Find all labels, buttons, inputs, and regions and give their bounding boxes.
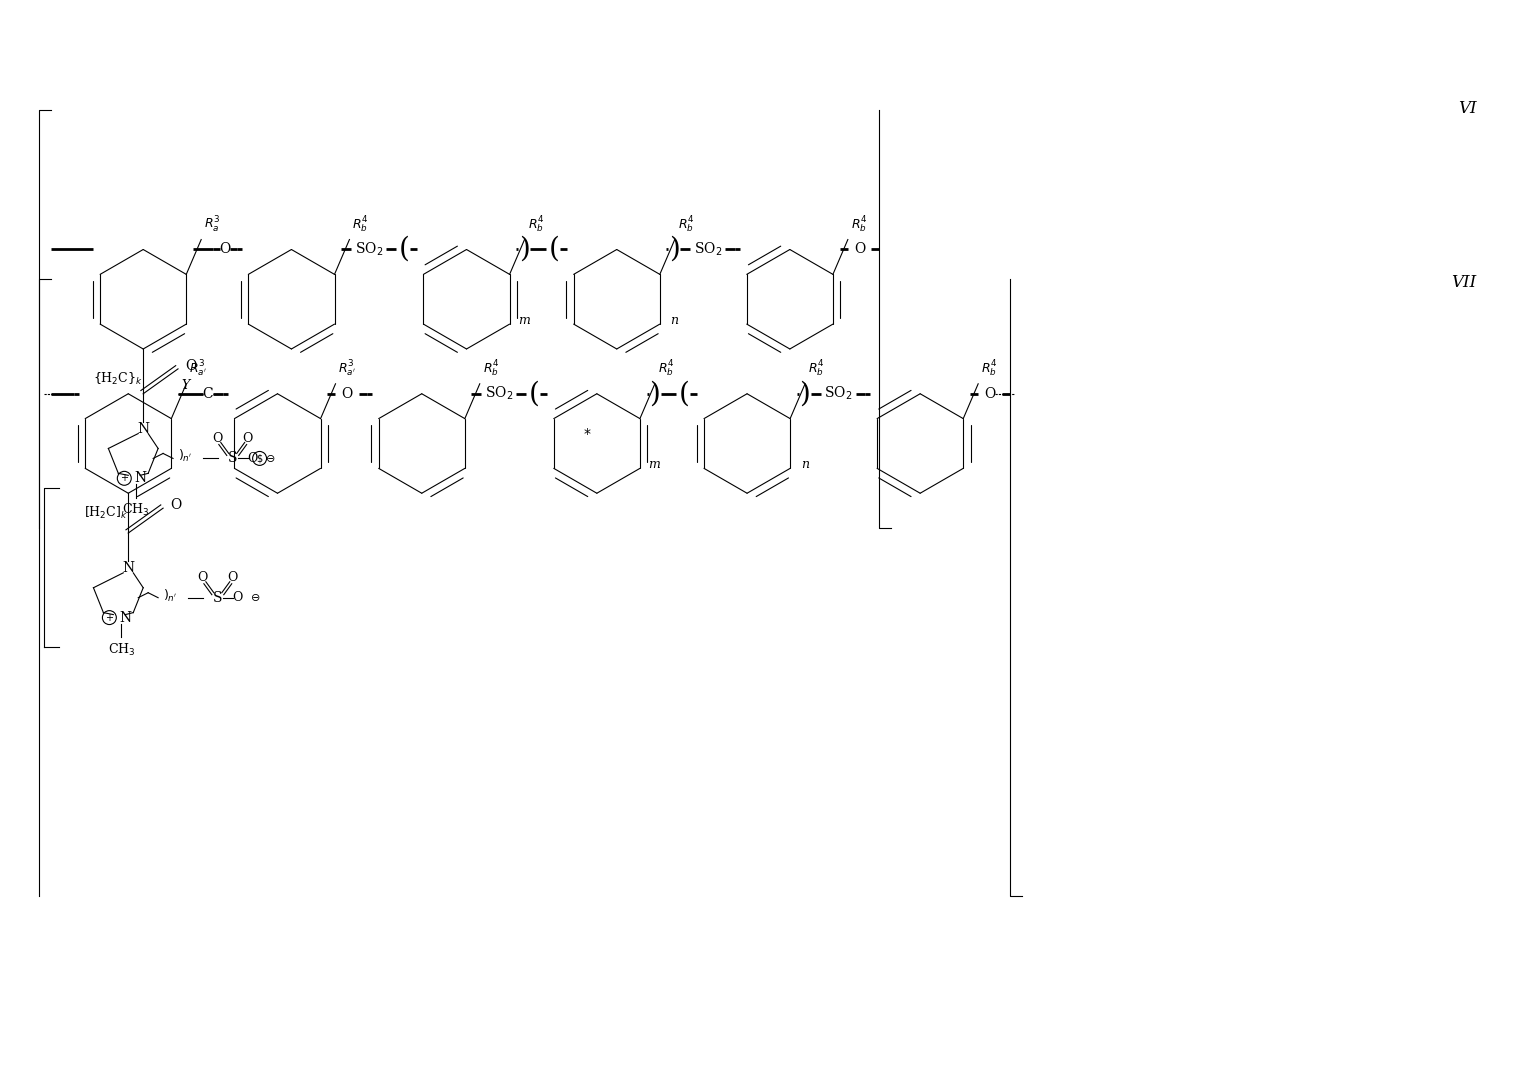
Text: (: (	[679, 381, 690, 407]
Text: O: O	[185, 359, 196, 373]
Text: m: m	[649, 458, 661, 471]
Text: O: O	[243, 432, 252, 445]
Text: $: $	[257, 454, 263, 464]
Text: VII: VII	[1452, 275, 1476, 291]
Text: SO$_2$: SO$_2$	[485, 385, 514, 402]
Text: CH$_3$: CH$_3$	[123, 502, 150, 519]
Text: $R^4_b$: $R^4_b$	[353, 215, 369, 235]
Text: $R^4_b$: $R^4_b$	[980, 359, 997, 378]
Text: N: N	[122, 561, 134, 575]
Text: ): )	[649, 381, 660, 407]
Text: n: n	[801, 458, 809, 471]
Text: ): )	[800, 381, 810, 407]
Text: $R^4_b$: $R^4_b$	[678, 215, 695, 235]
Text: C: C	[202, 387, 213, 401]
Text: O: O	[228, 571, 239, 584]
Text: S: S	[213, 591, 222, 605]
Text: $R^3_{a'}$: $R^3_{a'}$	[190, 358, 207, 378]
Text: $R^4_b$: $R^4_b$	[527, 215, 544, 235]
Text: (: (	[398, 236, 409, 263]
Text: +: +	[105, 612, 114, 623]
Text: $\ominus$: $\ominus$	[251, 592, 261, 604]
Text: O: O	[219, 243, 231, 257]
Text: $R^3_{a'}$: $R^3_{a'}$	[339, 358, 357, 378]
Text: $\ominus$: $\ominus$	[266, 453, 275, 464]
Text: N: N	[134, 471, 146, 485]
Text: N: N	[137, 421, 149, 436]
Text: $R^4_b$: $R^4_b$	[809, 359, 824, 378]
Text: O: O	[213, 432, 223, 445]
Text: CH$_3$: CH$_3$	[108, 641, 135, 658]
Text: $R^4_b$: $R^4_b$	[483, 359, 499, 378]
Text: (: (	[549, 236, 559, 263]
Text: ): )	[518, 236, 529, 263]
Text: O: O	[983, 387, 996, 401]
Text: +: +	[120, 473, 128, 483]
Text: Y: Y	[181, 379, 190, 392]
Text: N: N	[119, 610, 131, 624]
Text: O: O	[170, 498, 181, 512]
Text: m: m	[518, 314, 530, 327]
Text: $[$H$_2$C$]_k$: $[$H$_2$C$]_k$	[84, 506, 128, 521]
Text: O: O	[854, 243, 865, 257]
Text: $\{$H$_2$C$\}_k$: $\{$H$_2$C$\}_k$	[93, 371, 143, 387]
Text: $R^4_b$: $R^4_b$	[658, 359, 675, 378]
Text: ): )	[669, 236, 679, 263]
Text: O: O	[198, 571, 208, 584]
Text: O: O	[342, 387, 353, 401]
Text: SO$_2$: SO$_2$	[695, 240, 722, 259]
Text: n: n	[670, 314, 678, 327]
Text: O: O	[233, 591, 243, 604]
Text: *: *	[584, 427, 590, 441]
Text: VI: VI	[1458, 100, 1476, 118]
Text: (: (	[529, 381, 540, 407]
Text: SO$_2$: SO$_2$	[354, 240, 383, 259]
Text: $R^3_a$: $R^3_a$	[204, 215, 220, 235]
Text: S: S	[228, 452, 237, 466]
Text: $R^4_b$: $R^4_b$	[851, 215, 868, 235]
Text: $)_{n'}$: $)_{n'}$	[178, 448, 193, 465]
Text: SO$_2$: SO$_2$	[824, 385, 853, 402]
Text: $)_{n'}$: $)_{n'}$	[163, 588, 178, 604]
Text: O: O	[248, 452, 258, 465]
